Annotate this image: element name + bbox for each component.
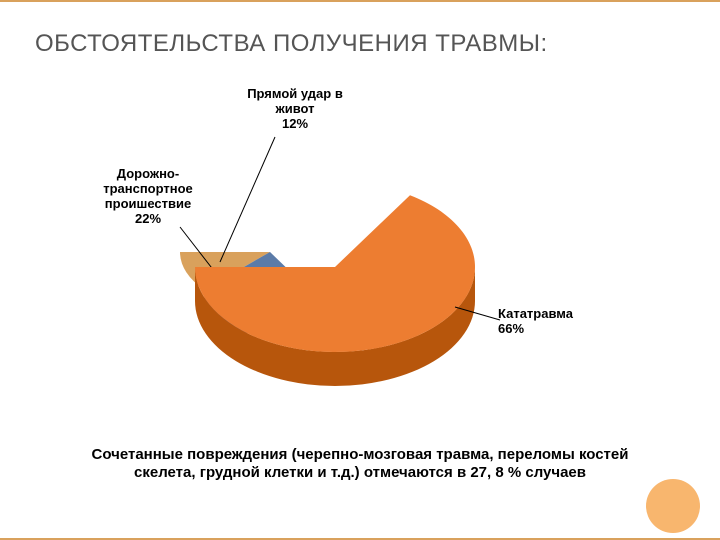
leader-direct-hit [220,137,275,262]
slide-frame: ОБСТОЯТЕЛЬСТВА ПОЛУЧЕНИЯ ТРАВМЫ: [0,0,720,540]
label-dtp: Дорожно- транспортное проишествие 22% [93,167,203,227]
label-katatrauma: Кататравма 66% [498,307,598,337]
pie-chart: Прямой удар в живот 12% Дорожно- транспо… [0,72,720,412]
corner-circle-decor [646,479,700,533]
label-direct-hit: Прямой удар в живот 12% [235,87,355,132]
slide-title: ОБСТОЯТЕЛЬСТВА ПОЛУЧЕНИЯ ТРАВМЫ: [35,30,685,58]
footnote-text: Сочетанные повреждения (черепно-мозговая… [60,446,660,484]
